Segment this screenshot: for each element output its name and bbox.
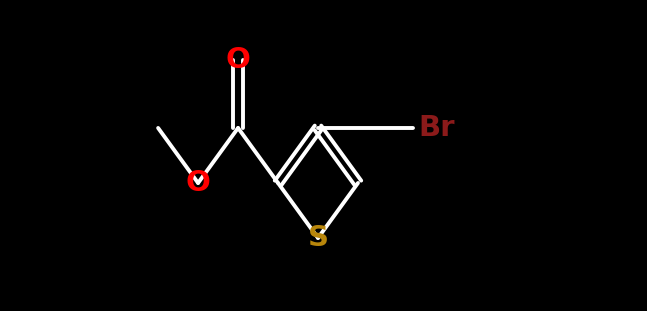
Text: Br: Br: [418, 114, 455, 142]
Text: S: S: [307, 224, 329, 252]
Text: O: O: [226, 46, 250, 74]
Text: O: O: [186, 169, 210, 197]
